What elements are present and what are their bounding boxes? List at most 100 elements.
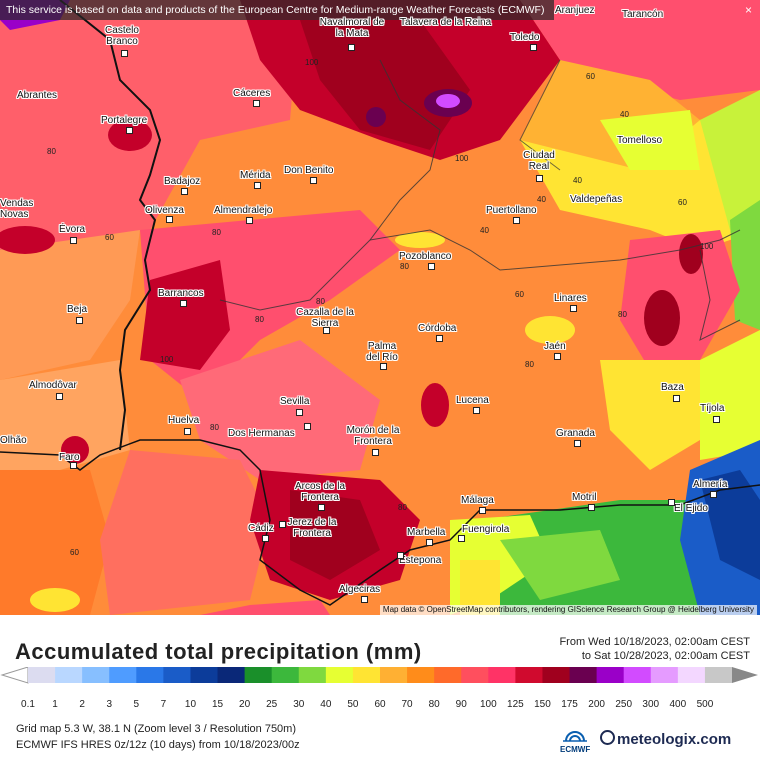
city-label: Lucena (456, 395, 489, 406)
city-label: Barrancos (158, 288, 204, 299)
scale-label: 200 (588, 699, 605, 710)
ecmwf-logo-icon (563, 731, 587, 742)
scale-swatch (82, 667, 110, 683)
scale-swatch (271, 667, 300, 683)
scale-swatch (244, 667, 273, 683)
close-icon[interactable]: × (744, 3, 752, 17)
city-label: Jerez de la Frontera (287, 517, 337, 539)
scale-label: 60 (374, 699, 386, 710)
contour-label: 80 (255, 315, 264, 324)
scale-swatch (542, 667, 571, 683)
city-marker (513, 217, 520, 224)
scale-swatch (325, 667, 354, 683)
map-attribution: Map data © OpenStreetMap contributors, r… (379, 605, 757, 615)
scale-swatch (596, 667, 625, 683)
scale-swatch (28, 667, 56, 683)
city-label: Marbella (407, 527, 446, 538)
grid-info: Grid map 5.3 W, 38.1 N (Zoom level 3 / R… (16, 723, 297, 735)
scale-swatch (352, 667, 381, 683)
contour-label: 40 (573, 176, 582, 185)
contour-label: 100 (160, 355, 174, 364)
scale-swatch (515, 667, 543, 683)
scale-swatch (217, 667, 246, 683)
scale-label: 80 (428, 699, 440, 710)
color-scale-bar (0, 667, 758, 684)
scale-swatch (704, 667, 733, 683)
scale-label: 500 (696, 699, 714, 710)
city-marker (426, 539, 433, 546)
city-label: Navalmoral de la Mata (319, 17, 385, 39)
city-marker (246, 217, 253, 224)
city-label: Vendas Novas (0, 198, 34, 220)
scale-label: 250 (615, 699, 633, 710)
scale-label: 30 (293, 699, 305, 710)
city-label: Abrantes (17, 90, 58, 101)
city-marker (254, 182, 261, 189)
city-label: Beja (67, 304, 88, 315)
contour-label: 40 (537, 195, 546, 204)
city-marker (348, 44, 355, 51)
precipitation-map[interactable]: This service is based on data and produc… (0, 0, 760, 615)
city-label: Huelva (168, 415, 200, 426)
scale-swatch (623, 667, 652, 683)
contour-label: 60 (515, 290, 524, 299)
city-marker (380, 363, 387, 370)
city-label: Fuengirola (462, 524, 510, 535)
city-label: Aranjuez (555, 5, 595, 16)
scale-label: 20 (239, 699, 251, 710)
legend-panel: Accumulated total precipitation (mm) Fro… (0, 615, 760, 760)
contour-label: 100 (305, 58, 319, 67)
contour-label: 60 (105, 233, 114, 242)
city-marker (588, 504, 595, 511)
city-marker (126, 127, 133, 134)
city-label: Mérida (240, 170, 271, 181)
scale-label: 400 (669, 699, 687, 710)
city-label: Córdoba (418, 323, 457, 334)
city-label: Almería (693, 479, 728, 490)
city-marker (710, 491, 717, 498)
scale-label: 70 (401, 699, 413, 710)
scale-swatch (298, 667, 327, 683)
ecmwf-logo-text: ECMWF (560, 745, 591, 754)
city-marker (184, 428, 191, 435)
scale-label: 125 (507, 699, 524, 710)
city-label: Tíjola (700, 403, 725, 414)
scale-swatch (163, 667, 191, 683)
city-label: Málaga (461, 495, 494, 506)
contour-label: 80 (525, 360, 534, 369)
scale-swatch (55, 667, 83, 683)
meteologix-logo-text: meteologix.com (617, 731, 732, 748)
contour-label: 80 (400, 262, 409, 271)
city-marker (166, 216, 173, 223)
city-marker (668, 499, 675, 506)
city-marker (361, 596, 368, 603)
city-label: Faro (59, 452, 80, 463)
scale-label: 1 (52, 699, 58, 710)
scale-swatch (434, 667, 462, 683)
city-label: Arcos de la Frontera (294, 481, 346, 503)
city-marker (530, 44, 537, 51)
city-label: El Ejido (674, 503, 708, 514)
contour-label: 80 (212, 228, 221, 237)
scale-label: 3 (106, 699, 112, 710)
contour-label: 60 (678, 198, 687, 207)
scale-arrow-right (732, 667, 758, 683)
map-layer (0, 0, 760, 615)
city-marker (262, 535, 269, 542)
city-label: Algeciras (339, 584, 381, 595)
model-info: ECMWF IFS HRES 0z/12z (10 days) from 10/… (16, 739, 300, 751)
scale-label: 100 (479, 699, 497, 710)
city-label: Granada (556, 428, 595, 439)
city-marker (56, 393, 63, 400)
city-label: Olivenza (145, 205, 184, 216)
city-label: Almendralejo (214, 205, 273, 216)
contour-label: 80 (316, 297, 325, 306)
city-marker (323, 327, 330, 334)
city-label: Cáceres (233, 88, 271, 99)
contour-label: 80 (398, 503, 407, 512)
city-label: Évora (59, 224, 86, 235)
city-label: Morón de la Frontera (346, 425, 400, 447)
scale-swatch (407, 667, 435, 683)
city-marker (279, 521, 286, 528)
meteologix-logo[interactable]: meteologix.com (600, 730, 731, 748)
